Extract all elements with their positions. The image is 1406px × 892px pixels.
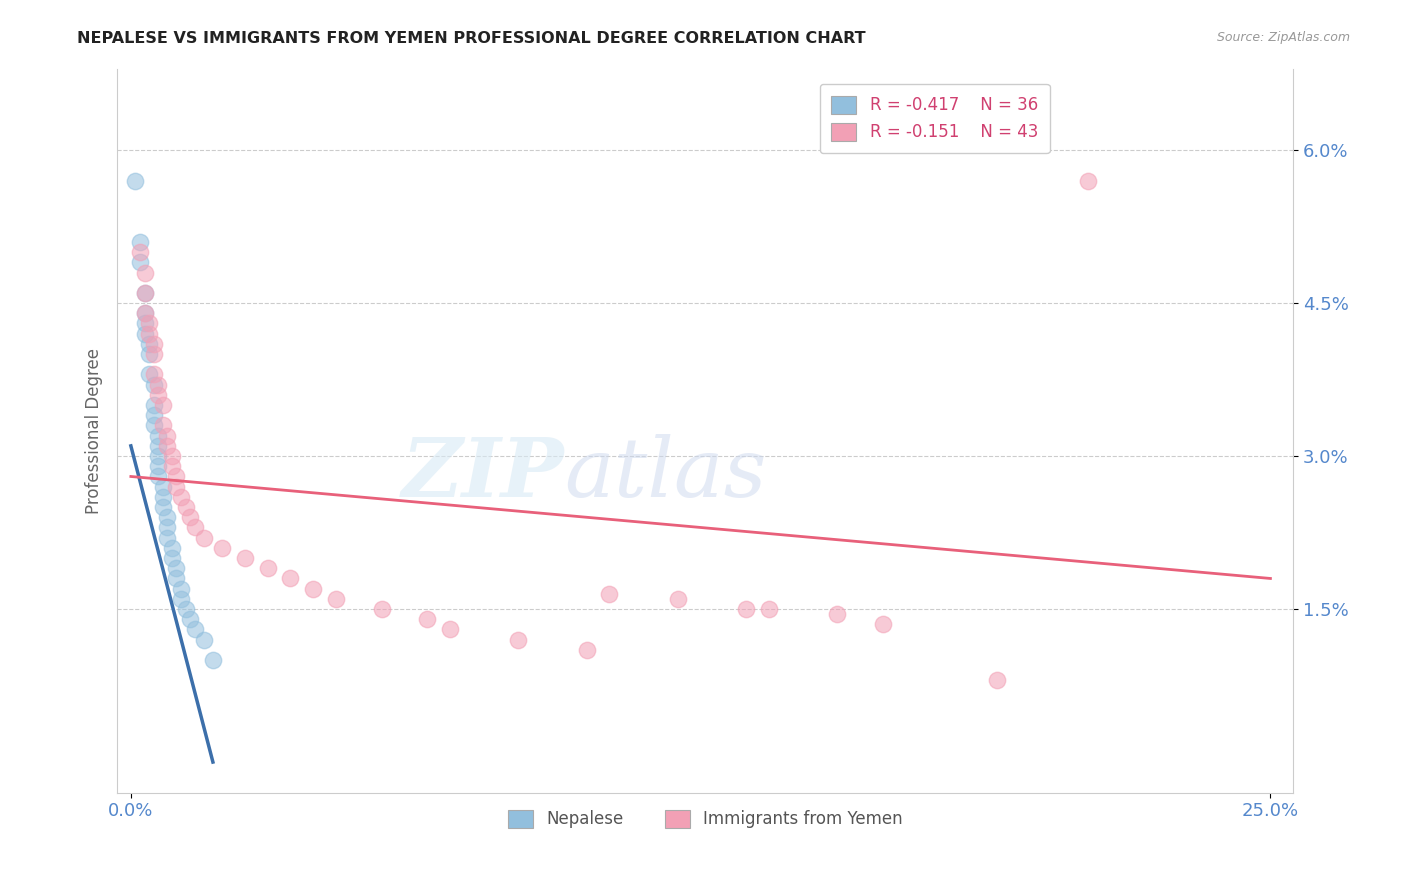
- Point: [142, 418, 165, 433]
- Point: [152, 500, 174, 514]
- Point: [156, 510, 179, 524]
- Point: [148, 449, 170, 463]
- Point: [134, 326, 156, 341]
- Point: [370, 602, 392, 616]
- Point: [872, 617, 894, 632]
- Legend: Nepalese, Immigrants from Yemen: Nepalese, Immigrants from Yemen: [501, 803, 910, 835]
- Point: [134, 317, 156, 331]
- Point: [148, 439, 170, 453]
- Point: [138, 326, 160, 341]
- Point: [160, 541, 183, 555]
- Text: atlas: atlas: [564, 434, 766, 514]
- Point: [129, 245, 152, 260]
- Point: [165, 572, 187, 586]
- Y-axis label: Professional Degree: Professional Degree: [86, 348, 103, 514]
- Point: [1077, 174, 1099, 188]
- Point: [179, 510, 201, 524]
- Point: [142, 409, 165, 423]
- Point: [211, 541, 233, 555]
- Point: [148, 428, 170, 442]
- Point: [138, 368, 160, 382]
- Point: [439, 623, 461, 637]
- Point: [575, 643, 598, 657]
- Point: [165, 469, 187, 483]
- Point: [160, 459, 183, 474]
- Point: [148, 459, 170, 474]
- Point: [193, 632, 215, 647]
- Point: [138, 317, 160, 331]
- Point: [233, 551, 256, 566]
- Point: [138, 337, 160, 351]
- Point: [165, 480, 187, 494]
- Point: [134, 265, 156, 279]
- Point: [325, 591, 347, 606]
- Point: [735, 602, 758, 616]
- Point: [142, 347, 165, 361]
- Point: [134, 285, 156, 300]
- Point: [193, 531, 215, 545]
- Point: [170, 582, 193, 596]
- Point: [148, 377, 170, 392]
- Text: Source: ZipAtlas.com: Source: ZipAtlas.com: [1216, 31, 1350, 45]
- Point: [256, 561, 278, 575]
- Point: [156, 428, 179, 442]
- Point: [666, 591, 689, 606]
- Point: [280, 572, 302, 586]
- Point: [124, 174, 146, 188]
- Point: [160, 449, 183, 463]
- Point: [179, 612, 201, 626]
- Point: [142, 377, 165, 392]
- Point: [129, 255, 152, 269]
- Point: [170, 490, 193, 504]
- Point: [183, 623, 205, 637]
- Point: [160, 551, 183, 566]
- Point: [156, 520, 179, 534]
- Point: [152, 490, 174, 504]
- Point: [156, 439, 179, 453]
- Point: [416, 612, 439, 626]
- Point: [129, 235, 152, 249]
- Point: [142, 337, 165, 351]
- Point: [201, 653, 224, 667]
- Point: [165, 561, 187, 575]
- Point: [598, 587, 620, 601]
- Point: [827, 607, 849, 622]
- Text: NEPALESE VS IMMIGRANTS FROM YEMEN PROFESSIONAL DEGREE CORRELATION CHART: NEPALESE VS IMMIGRANTS FROM YEMEN PROFES…: [77, 31, 866, 46]
- Point: [183, 520, 205, 534]
- Point: [156, 531, 179, 545]
- Point: [170, 591, 193, 606]
- Point: [134, 285, 156, 300]
- Point: [174, 500, 197, 514]
- Point: [142, 398, 165, 412]
- Point: [152, 418, 174, 433]
- Point: [302, 582, 325, 596]
- Point: [986, 673, 1008, 688]
- Point: [152, 480, 174, 494]
- Point: [134, 306, 156, 320]
- Point: [758, 602, 780, 616]
- Point: [174, 602, 197, 616]
- Point: [134, 306, 156, 320]
- Point: [152, 398, 174, 412]
- Point: [142, 368, 165, 382]
- Point: [138, 347, 160, 361]
- Point: [508, 632, 530, 647]
- Point: [148, 469, 170, 483]
- Text: ZIP: ZIP: [402, 434, 564, 514]
- Point: [148, 388, 170, 402]
